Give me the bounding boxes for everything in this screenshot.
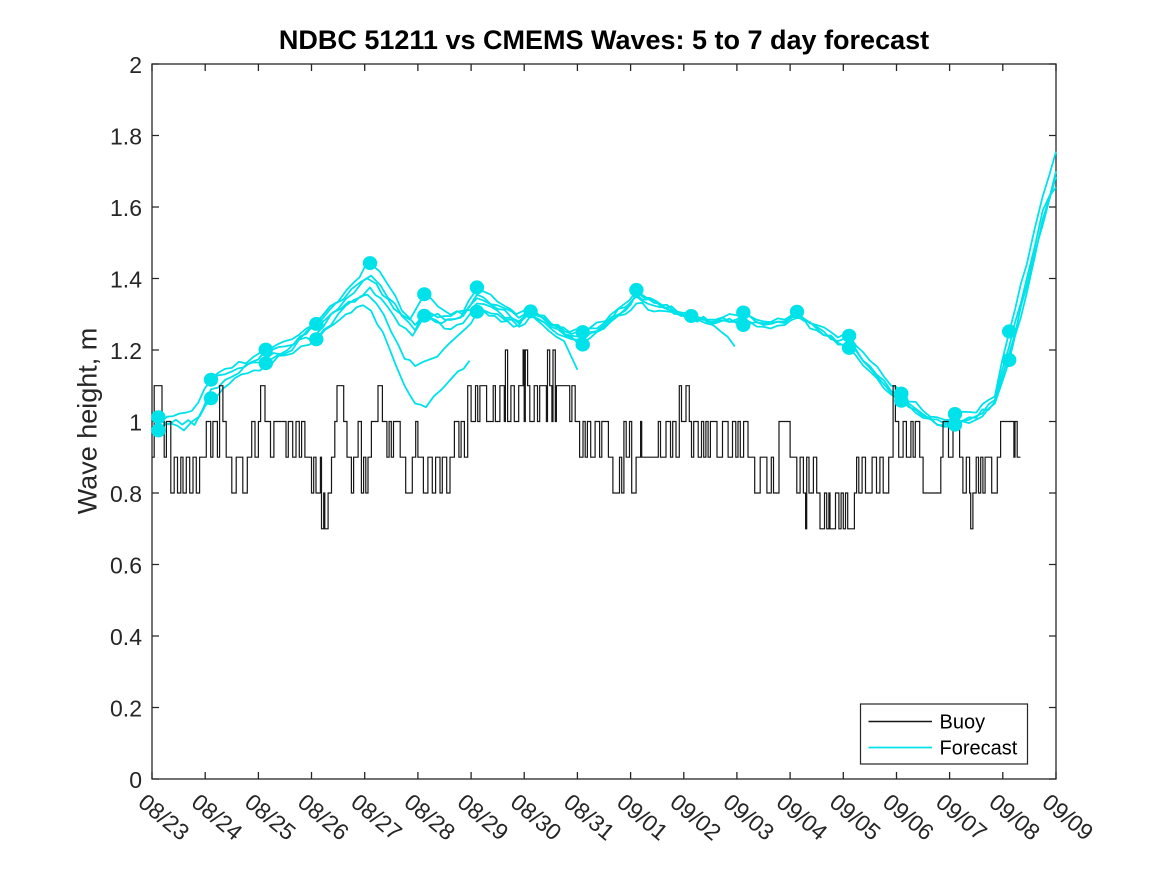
svg-text:0.8: 0.8: [110, 481, 142, 507]
svg-text:0.4: 0.4: [110, 624, 142, 650]
svg-text:1.8: 1.8: [110, 124, 142, 150]
svg-text:Forecast: Forecast: [940, 738, 1018, 760]
svg-text:Buoy: Buoy: [940, 712, 986, 734]
svg-text:0.6: 0.6: [110, 553, 142, 579]
svg-text:0.2: 0.2: [110, 696, 142, 722]
svg-text:1: 1: [129, 410, 142, 436]
svg-text:1.6: 1.6: [110, 195, 142, 221]
svg-text:NDBC 51211 vs CMEMS Waves: 5 t: NDBC 51211 vs CMEMS Waves: 5 to 7 day fo…: [279, 25, 929, 55]
svg-text:Wave height, m: Wave height, m: [73, 328, 103, 515]
svg-text:0: 0: [129, 767, 142, 793]
svg-text:1.4: 1.4: [110, 267, 142, 293]
svg-text:1.2: 1.2: [110, 338, 142, 364]
svg-text:2: 2: [129, 52, 142, 78]
